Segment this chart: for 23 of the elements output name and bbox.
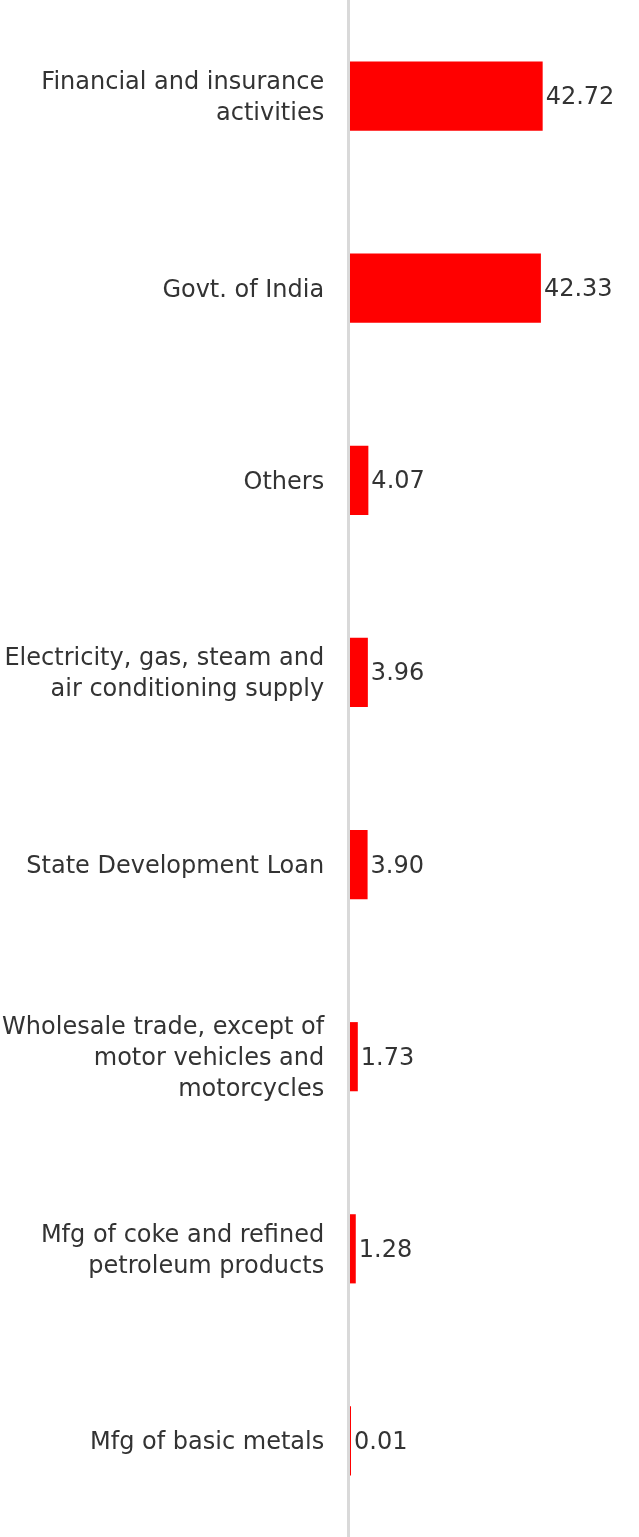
bar xyxy=(350,637,368,708)
bar xyxy=(350,1022,358,1092)
data-label: 4.07 xyxy=(371,466,425,495)
bar xyxy=(350,445,369,515)
y-tick-label: State Development Loan xyxy=(26,850,325,879)
data-label: 42.33 xyxy=(543,274,613,303)
data-label: 3.90 xyxy=(370,850,425,879)
data-label: 3.96 xyxy=(370,658,425,687)
bar xyxy=(350,61,543,131)
data-label: 0.01 xyxy=(354,1426,408,1455)
data-label: 1.73 xyxy=(360,1042,415,1071)
data-label: 1.28 xyxy=(358,1234,413,1263)
y-tick-label: Electricity, gas, steam and air conditioning supply xyxy=(4,643,325,703)
y-tick-label: Wholesale trade, except of motor vehicles and motorcycles xyxy=(2,1011,325,1103)
y-tick-label: Mfg of basic metals xyxy=(90,1427,325,1456)
y-tick-label: Mfg of coke and refined petroleum products xyxy=(40,1219,325,1279)
bar xyxy=(350,253,541,323)
y-tick-label: Financial and insurance activities xyxy=(41,66,325,127)
y-tick-label: Others xyxy=(243,466,325,495)
data-label: 42.72 xyxy=(545,82,615,111)
bar xyxy=(350,829,368,900)
y-tick-label: Govt. of India xyxy=(162,274,325,303)
bar xyxy=(350,1214,356,1284)
